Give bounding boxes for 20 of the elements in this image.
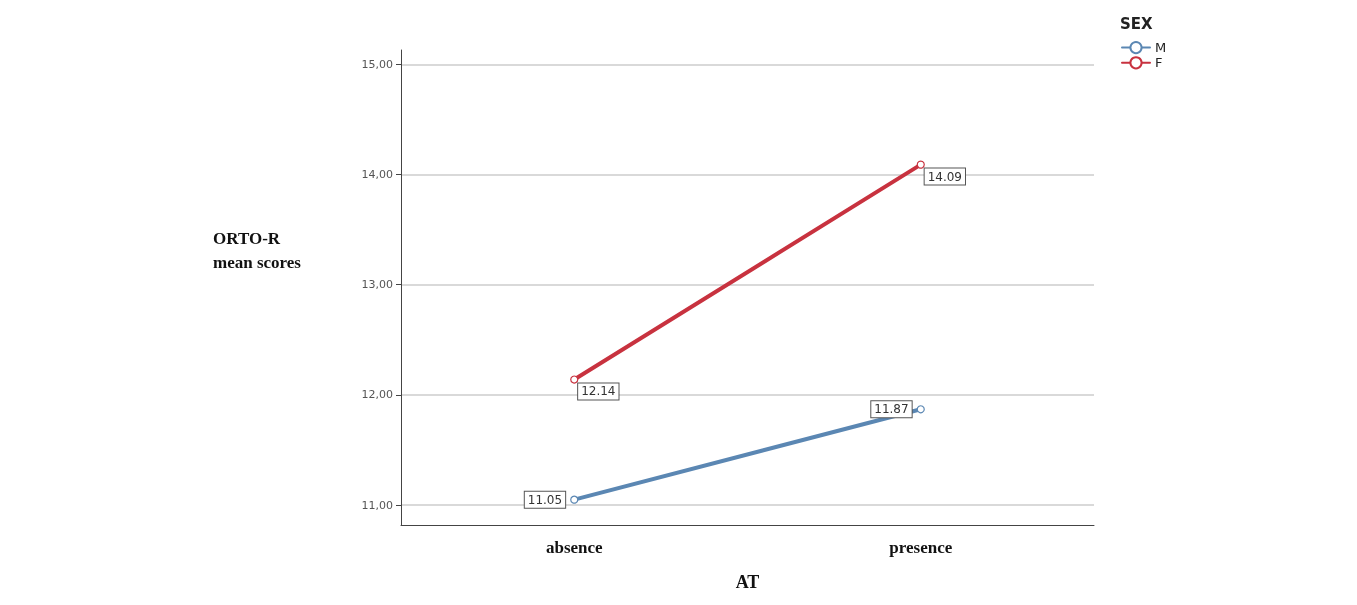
- data-label: 11.05: [527, 492, 563, 507]
- y-tick-label: 13,00: [361, 278, 393, 292]
- legend-label: M: [1155, 40, 1167, 56]
- y-tick-label: 12,00: [361, 388, 393, 402]
- y-tick-label: 15,00: [361, 57, 393, 71]
- data-label: 11.87: [874, 402, 909, 417]
- data-label: 12.14: [581, 384, 616, 399]
- point: [570, 375, 579, 384]
- legend-label: F: [1155, 55, 1163, 71]
- point: [916, 405, 925, 414]
- x-axis-title: AT: [735, 572, 760, 592]
- y-axis-title: ORTO-R mean scores: [213, 228, 302, 272]
- point: [570, 495, 579, 504]
- data-label: 14.09: [927, 169, 963, 184]
- point: [916, 160, 925, 169]
- y-tick-label: 14,00: [361, 168, 393, 182]
- x-tick-label: presence: [889, 538, 953, 557]
- y-tick-label: 11,00: [361, 498, 393, 512]
- x-tick-label: absence: [545, 538, 604, 557]
- legend-title: SEX: [1120, 14, 1154, 33]
